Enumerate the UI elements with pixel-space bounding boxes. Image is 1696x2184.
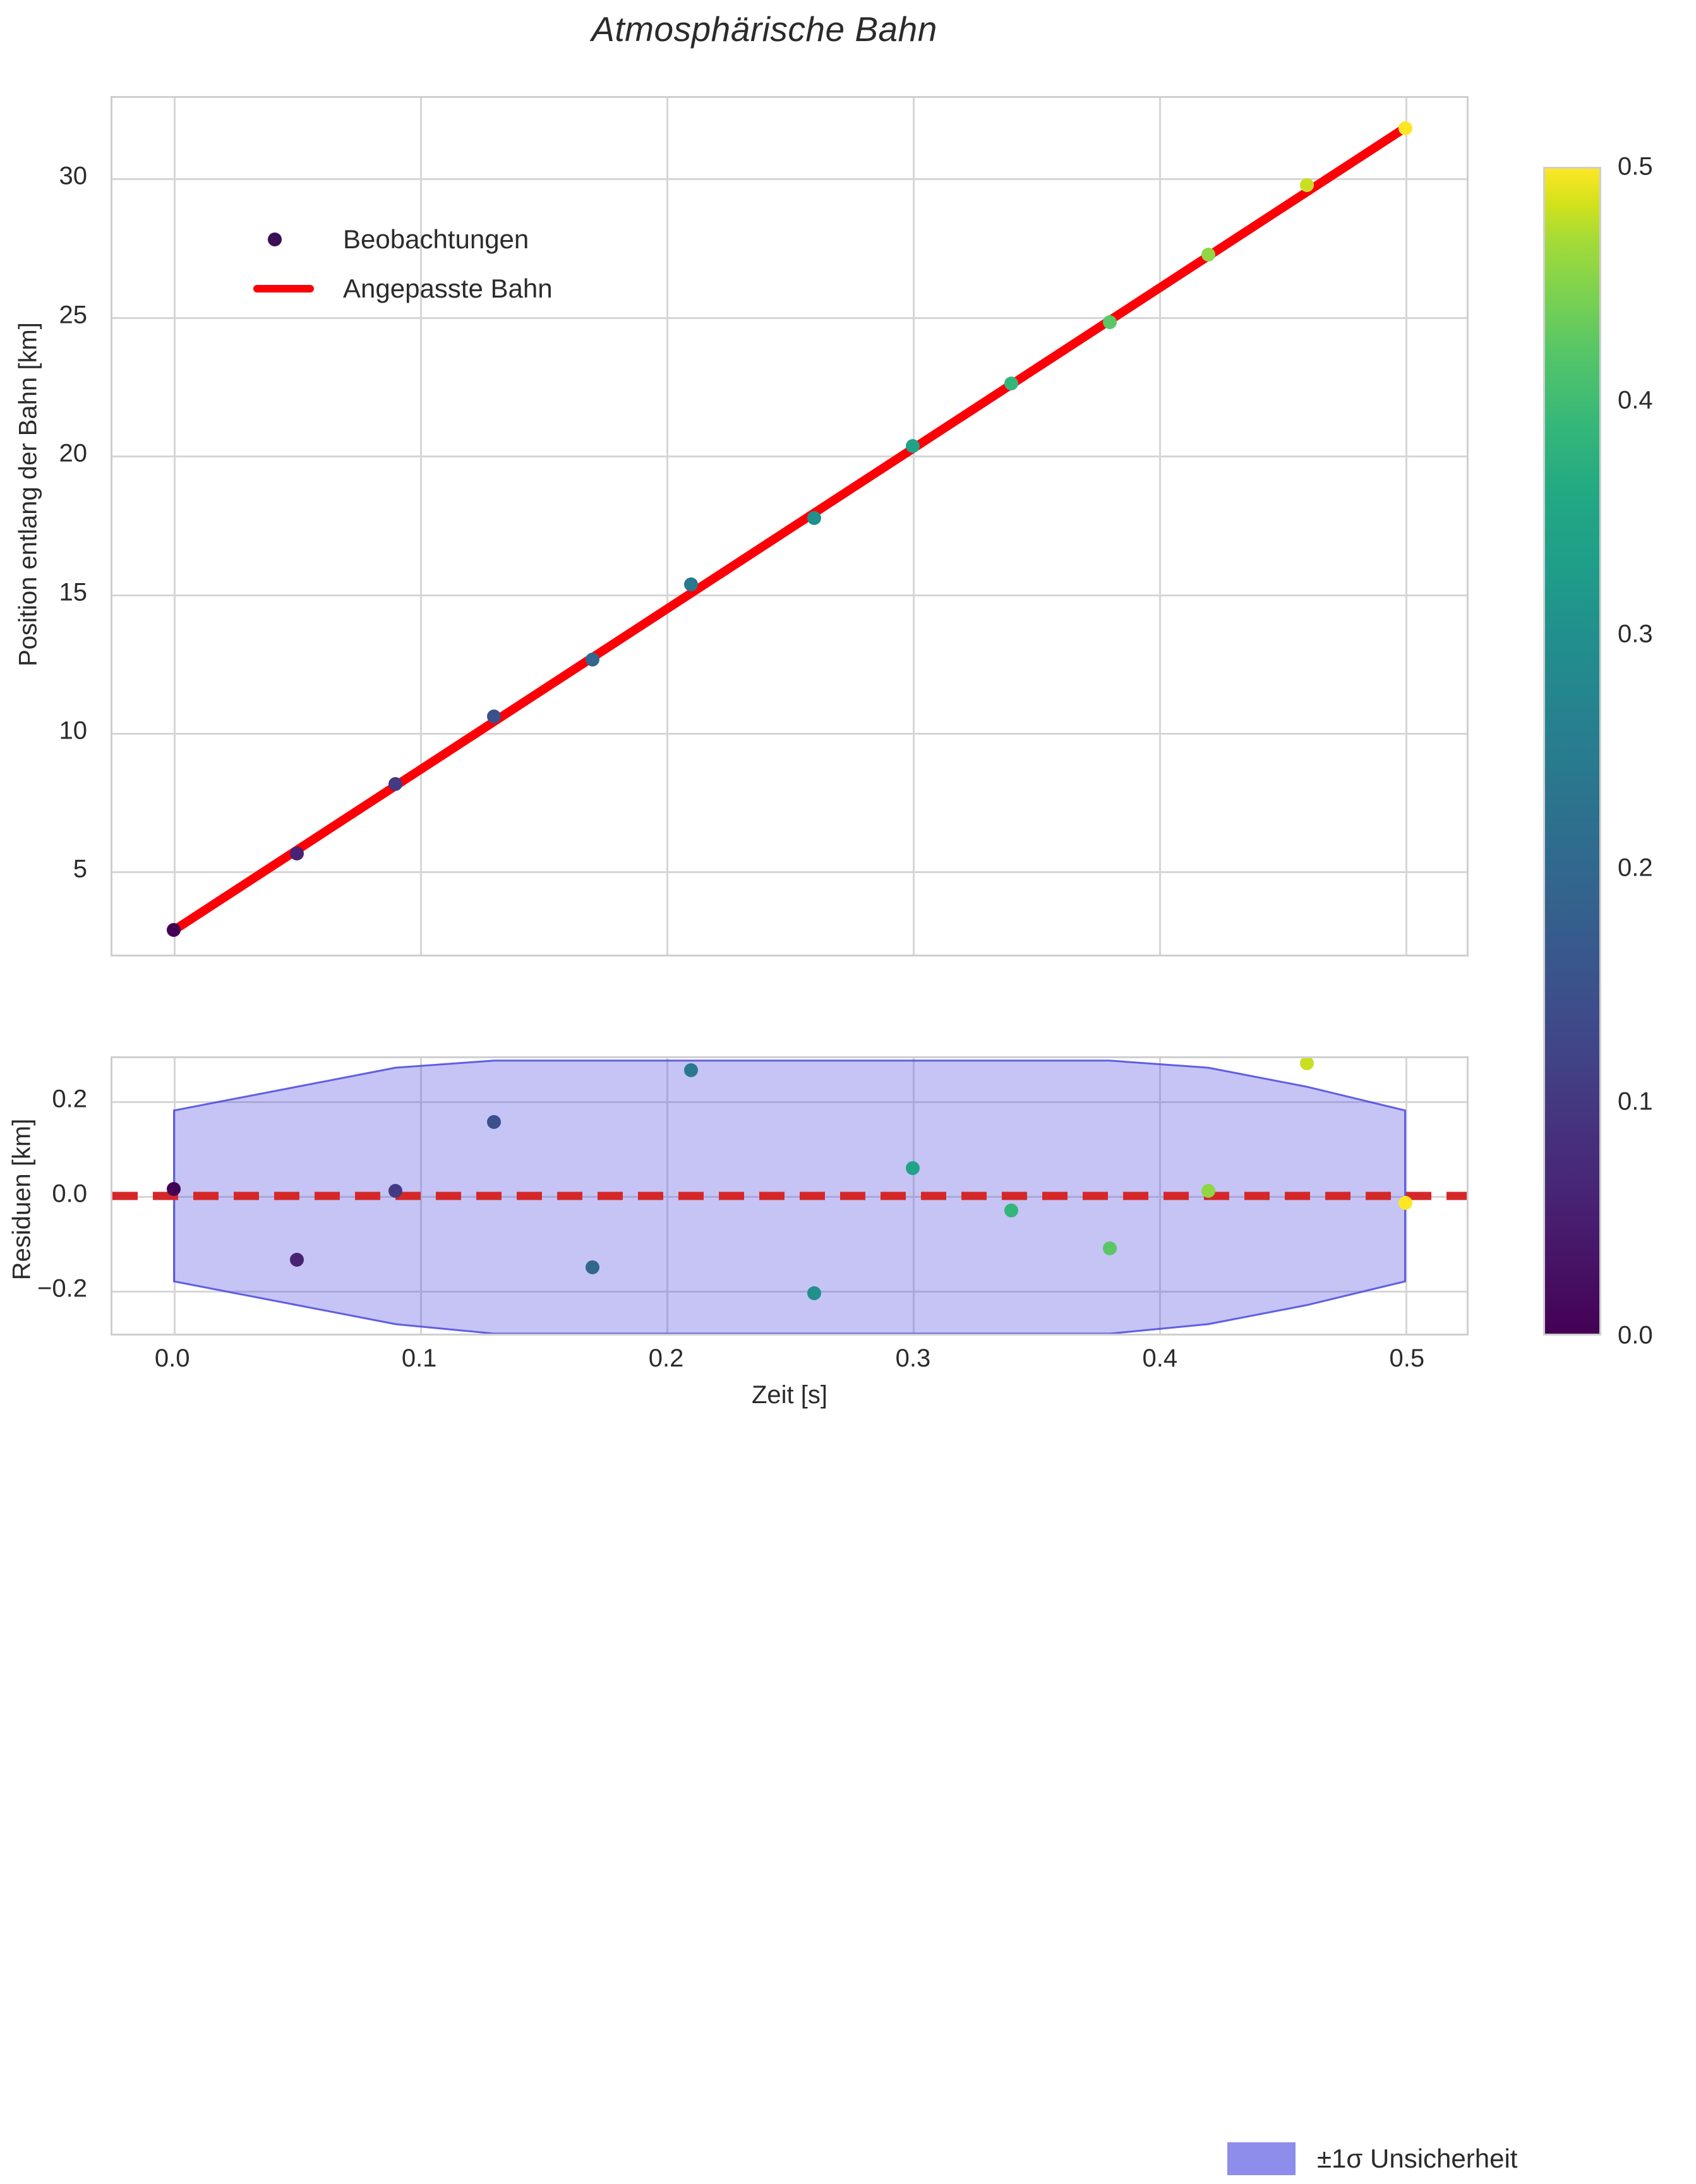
- gridline-vertical: [1158, 98, 1161, 955]
- gridline-horizontal: [112, 871, 1467, 874]
- legend-item-fitted-track: Angepasste Bahn: [242, 264, 684, 313]
- data-point: [586, 652, 600, 667]
- colorbar-tick-label: 0.2: [1618, 854, 1653, 882]
- uncertainty-band-swatch-icon: [1227, 2142, 1296, 2175]
- y-tick-label: 0.2: [52, 1085, 87, 1113]
- residual-y-tick-labels: 0.2 0.0 −0.2: [0, 1056, 101, 1336]
- residual-point: [807, 1286, 821, 1301]
- gridline-horizontal: [112, 732, 1467, 735]
- main-legend: Beobachtungen Angepasste Bahn: [242, 215, 684, 313]
- residual-point: [1398, 1196, 1412, 1210]
- gridline-vertical: [420, 98, 423, 955]
- residual-point: [1004, 1203, 1018, 1217]
- fit-line-icon: [253, 285, 314, 293]
- legend-label-observations: Beobachtungen: [343, 224, 529, 254]
- residual-point: [586, 1260, 600, 1274]
- residual-legend: ±1σ Unsicherheit: [1227, 2133, 1581, 2184]
- colorbar-gradient: [1543, 167, 1601, 1336]
- residual-plot-area: [112, 1058, 1467, 1334]
- uncertainty-band: [173, 1059, 1406, 1334]
- uncertainty-band-layer: [112, 1059, 1467, 1334]
- gridline-horizontal: [112, 317, 1467, 319]
- gridline-horizontal: [112, 594, 1467, 596]
- y-tick-label: 25: [59, 301, 88, 329]
- x-tick-label: 0.4: [1142, 1344, 1178, 1372]
- gridline-vertical: [666, 98, 669, 955]
- gridline-vertical: [1405, 98, 1407, 955]
- gridline-vertical: [912, 98, 915, 955]
- fit-line-layer: [169, 123, 1410, 935]
- colorbar-tick-label: 0.5: [1618, 152, 1653, 181]
- residual-point: [1102, 1241, 1117, 1255]
- fitted-track-line: [169, 123, 1410, 935]
- gridline-horizontal: [112, 178, 1467, 181]
- gridline-horizontal: [112, 1196, 1467, 1198]
- residual-y-axis-label: Residuen [km]: [8, 1118, 36, 1281]
- main-plot-axes: Beobachtungen Angepasste Bahn: [111, 96, 1469, 956]
- main-y-axis-label: Position entlang der Bahn [km]: [14, 322, 42, 667]
- data-point: [807, 510, 821, 525]
- colorbar-tick-label: 0.0: [1618, 1321, 1653, 1349]
- gridline-vertical: [174, 98, 176, 955]
- figure-canvas: Atmosphärische Bahn Beobachtungen Angepa…: [0, 9, 1653, 2175]
- gridline-horizontal: [112, 1291, 1467, 1293]
- y-tick-label: 10: [59, 716, 88, 745]
- colorbar: 0.0 0.1 0.2 0.3 0.4 0.5: [1543, 153, 1653, 1349]
- data-point: [487, 709, 502, 723]
- residual-point: [684, 1063, 699, 1077]
- y-tick-label: −0.2: [37, 1274, 87, 1303]
- colorbar-tick-label: 0.1: [1618, 1087, 1653, 1116]
- gridline-horizontal: [112, 1101, 1467, 1103]
- y-tick-label: 30: [59, 162, 88, 190]
- colorbar-tick-label: 0.3: [1618, 620, 1653, 648]
- residual-point: [1299, 1058, 1314, 1070]
- data-point: [1201, 247, 1215, 262]
- data-point: [684, 577, 699, 592]
- x-axis-label: Zeit [s]: [751, 1381, 828, 1409]
- residual-point: [905, 1161, 920, 1176]
- data-point: [1398, 121, 1412, 136]
- legend-label-uncertainty: ±1σ Unsicherheit: [1317, 2144, 1518, 2173]
- gridline-horizontal: [112, 456, 1467, 458]
- data-point: [1004, 377, 1018, 390]
- y-tick-label: 0.0: [52, 1179, 87, 1208]
- observation-marker-icon: [268, 232, 282, 246]
- x-tick-labels: 0.0 0.1 0.2 0.3 0.4 0.5: [111, 1342, 1469, 1380]
- data-point: [1102, 315, 1117, 330]
- page-title: Atmosphärische Bahn: [591, 9, 937, 49]
- main-y-tick-labels: 5 10 15 20 25 30: [0, 96, 101, 956]
- residual-point: [1201, 1184, 1215, 1198]
- legend-item-observations: Beobachtungen: [242, 215, 684, 264]
- y-tick-label: 15: [59, 578, 88, 606]
- x-tick-label: 0.5: [1389, 1344, 1425, 1372]
- y-tick-label: 20: [59, 439, 88, 468]
- legend-label-fitted-track: Angepasste Bahn: [343, 274, 553, 303]
- data-point: [1299, 178, 1314, 193]
- main-plot-area: [112, 98, 1467, 955]
- residual-plot-axes: ±1σ Unsicherheit: [111, 1056, 1517, 2175]
- x-tick-label: 0.1: [401, 1344, 437, 1372]
- x-tick-label: 0.0: [154, 1344, 190, 1372]
- data-point: [167, 922, 181, 937]
- residual-point: [167, 1181, 181, 1196]
- residual-point: [487, 1115, 502, 1130]
- x-tick-label: 0.2: [648, 1344, 684, 1372]
- residual-point: [290, 1253, 304, 1267]
- residual-point: [388, 1184, 403, 1198]
- y-tick-label: 5: [73, 855, 87, 883]
- data-point: [905, 438, 920, 453]
- data-point: [290, 846, 304, 860]
- x-tick-label: 0.3: [895, 1344, 931, 1372]
- data-point: [388, 777, 403, 792]
- colorbar-tick-label: 0.4: [1618, 386, 1653, 414]
